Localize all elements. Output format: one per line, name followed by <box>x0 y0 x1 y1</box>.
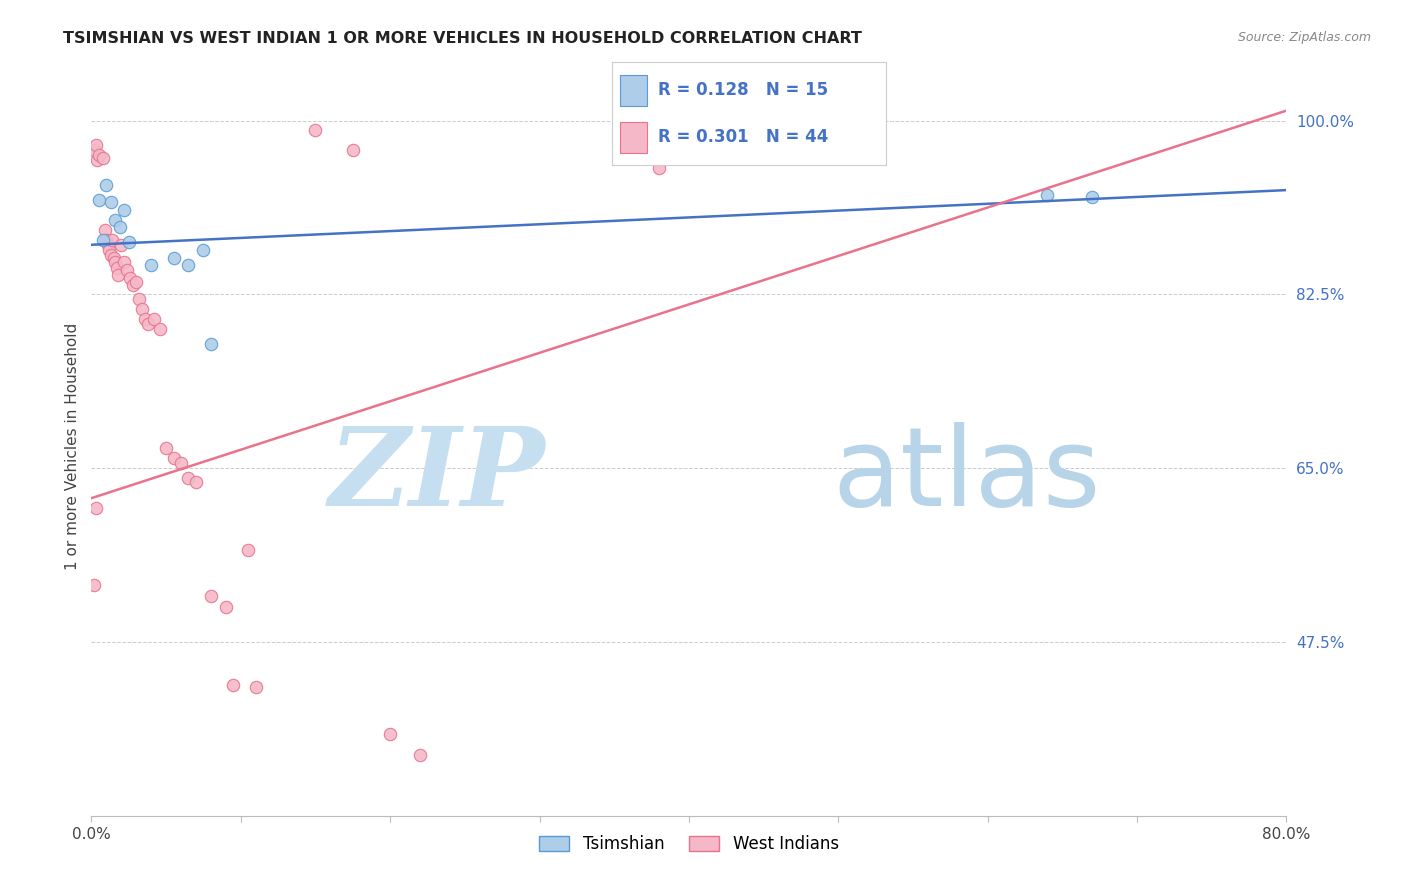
Point <box>83 144 105 158</box>
Point <box>141 258 163 272</box>
Point <box>93 151 115 165</box>
Text: Source: ZipAtlas.com: Source: ZipAtlas.com <box>1237 31 1371 45</box>
Point <box>87 193 110 207</box>
Point <box>97 237 120 252</box>
Point <box>105 260 128 275</box>
Point <box>409 747 432 762</box>
Point <box>304 123 326 137</box>
Point <box>98 243 121 257</box>
Point <box>87 148 110 162</box>
Point <box>84 138 107 153</box>
Text: R = 0.301   N = 44: R = 0.301 N = 44 <box>658 128 828 146</box>
Legend: Tsimshian, West Indians: Tsimshian, West Indians <box>533 829 845 860</box>
Point <box>131 302 153 317</box>
Point <box>155 442 177 456</box>
Point <box>93 233 115 247</box>
Point <box>128 293 150 307</box>
Point <box>104 254 127 268</box>
Point <box>84 501 107 516</box>
Point <box>125 275 148 289</box>
Point <box>193 243 215 257</box>
Point <box>177 258 200 272</box>
Point <box>103 251 125 265</box>
Text: atlas: atlas <box>832 422 1101 529</box>
FancyBboxPatch shape <box>620 75 647 105</box>
Point <box>215 600 238 615</box>
Point <box>177 471 200 485</box>
Text: R = 0.128   N = 15: R = 0.128 N = 15 <box>658 81 828 99</box>
Point <box>222 678 245 692</box>
Text: TSIMSHIAN VS WEST INDIAN 1 OR MORE VEHICLES IN HOUSEHOLD CORRELATION CHART: TSIMSHIAN VS WEST INDIAN 1 OR MORE VEHIC… <box>63 31 862 46</box>
Point <box>184 475 207 490</box>
Point <box>1036 188 1059 202</box>
Point <box>162 451 184 466</box>
Point <box>122 277 145 292</box>
Point <box>83 577 105 591</box>
Point <box>136 318 159 332</box>
Point <box>110 237 132 252</box>
Point <box>245 680 267 694</box>
Point <box>96 178 118 193</box>
Point <box>100 248 122 262</box>
Point <box>1081 190 1104 204</box>
Point <box>86 153 108 168</box>
Point <box>101 233 124 247</box>
Text: ZIP: ZIP <box>329 422 546 529</box>
Y-axis label: 1 or more Vehicles in Household: 1 or more Vehicles in Household <box>65 322 80 570</box>
Point <box>380 727 402 741</box>
Point <box>107 268 129 282</box>
Point <box>112 202 135 217</box>
Point <box>115 262 138 277</box>
Point <box>94 223 117 237</box>
Point <box>100 194 122 209</box>
Point <box>112 254 135 268</box>
Point <box>648 161 671 176</box>
Point <box>149 322 172 336</box>
Point <box>342 144 364 158</box>
Point <box>143 312 166 326</box>
Point <box>108 219 131 234</box>
Point <box>200 589 222 603</box>
Point <box>162 251 184 265</box>
Point <box>170 456 193 470</box>
Point <box>118 235 141 249</box>
Point <box>120 270 142 285</box>
Point <box>200 337 222 351</box>
Point <box>134 312 156 326</box>
Point <box>104 213 127 227</box>
FancyBboxPatch shape <box>620 122 647 153</box>
Point <box>238 542 260 557</box>
Point <box>96 233 118 247</box>
